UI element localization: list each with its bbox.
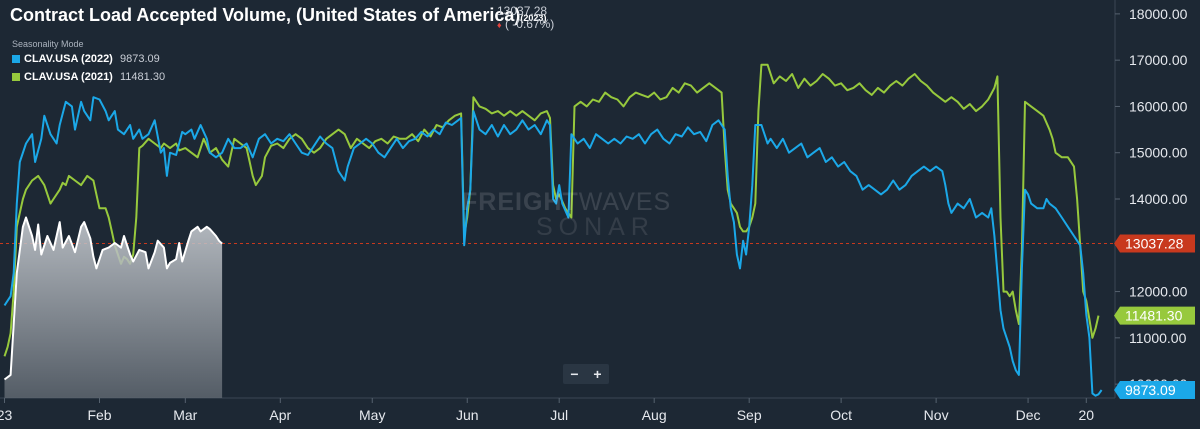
y-tick-label: 17000.00 xyxy=(1129,52,1188,68)
last-value-tag-text: 13037.28 xyxy=(1125,236,1184,252)
series-clav-usa-2023-area xyxy=(4,217,223,398)
legend-item-2022[interactable]: CLAV.USA (2022) 9873.09 xyxy=(12,53,160,65)
y-tick-label: 15000.00 xyxy=(1129,145,1188,161)
zoom-controls: − + xyxy=(563,364,609,384)
end-label-tag-1: 9873.09 xyxy=(1114,380,1195,399)
chart-title: Contract Load Accepted Volume, (United S… xyxy=(10,5,546,26)
series-clav-usa-2022-line[interactable] xyxy=(3,96,1103,397)
x-tick-label: Sep xyxy=(737,407,762,423)
x-tick-label: Jul xyxy=(550,407,568,423)
chart-title-text: Contract Load Accepted Volume, (United S… xyxy=(10,5,521,25)
y-tick-label: 18000.00 xyxy=(1129,6,1188,22)
x-tick-label: Oct xyxy=(830,407,852,423)
last-value-tag: 13037.28 xyxy=(1114,234,1195,253)
last-value-tag-bg xyxy=(1114,234,1195,253)
chart-title-year: (2023) xyxy=(520,13,547,23)
legend-value-2022: 9873.09 xyxy=(120,53,160,65)
legend-label-2021: CLAV.USA (2021) xyxy=(24,71,113,83)
series-clav-usa-2023-line[interactable] xyxy=(3,216,223,381)
down-arrow-icon: ♦ xyxy=(497,20,502,30)
legend-swatch-2022 xyxy=(12,55,20,63)
end-label-layer: 13037.28 11481.30 9873.09 xyxy=(1114,234,1195,399)
x-tick-label: Aug xyxy=(642,407,667,423)
x-tick-label: Mar xyxy=(173,407,197,423)
header-change: ♦ ( -0.67%) xyxy=(497,17,554,31)
header-last-value: 13037.28 xyxy=(497,4,548,18)
series-clav-usa-2021-line[interactable] xyxy=(3,63,1100,357)
end-label-tag-0: 11481.30 xyxy=(1114,306,1195,325)
watermark-sonar: SONAR xyxy=(536,213,655,241)
x-axis-ticks: 23 Feb Mar Apr May Jun Jul Aug Sep Oct Nov Dec 20 xyxy=(0,398,1094,423)
end-label-tag-0-text: 11481.30 xyxy=(1125,308,1183,324)
legend-swatch-2021 xyxy=(12,73,20,81)
x-tick-label: Feb xyxy=(87,407,111,423)
zoom-in-button[interactable]: + xyxy=(593,366,602,382)
y-tick-label: 16000.00 xyxy=(1129,98,1188,114)
legend-value-2021: 11481.30 xyxy=(120,71,166,83)
header-change-text: ( -0.67%) xyxy=(504,17,555,31)
x-tick-label: May xyxy=(359,407,385,423)
end-label-tag-1-text: 9873.09 xyxy=(1125,382,1176,398)
end-label-tag-0-bg xyxy=(1114,306,1195,325)
watermark-freightwaves: FREIGHTWAVES xyxy=(462,188,672,216)
y-axis-ticks: 18000.00 17000.00 16000.00 15000.00 14000.00… xyxy=(1115,6,1188,392)
end-label-tag-1-bg xyxy=(1114,380,1195,399)
series-layer xyxy=(3,63,1103,398)
x-tick-label: Dec xyxy=(1016,407,1041,423)
x-tick-label: Jun xyxy=(456,407,479,423)
x-tick-label: 23 xyxy=(0,407,12,423)
x-tick-label: Nov xyxy=(924,407,949,423)
x-tick-label: 20 xyxy=(1079,407,1095,423)
seasonality-mode-label: Seasonality Mode xyxy=(12,39,84,49)
y-tick-label: 12000.00 xyxy=(1129,284,1188,300)
x-tick-label: Apr xyxy=(269,407,291,423)
y-tick-label: 11000.00 xyxy=(1129,330,1187,346)
legend-item-2021[interactable]: CLAV.USA (2021) 11481.30 xyxy=(12,71,165,83)
y-tick-label: 14000.00 xyxy=(1129,191,1188,207)
zoom-out-button[interactable]: − xyxy=(570,366,579,382)
legend-label-2022: CLAV.USA (2022) xyxy=(24,53,113,65)
